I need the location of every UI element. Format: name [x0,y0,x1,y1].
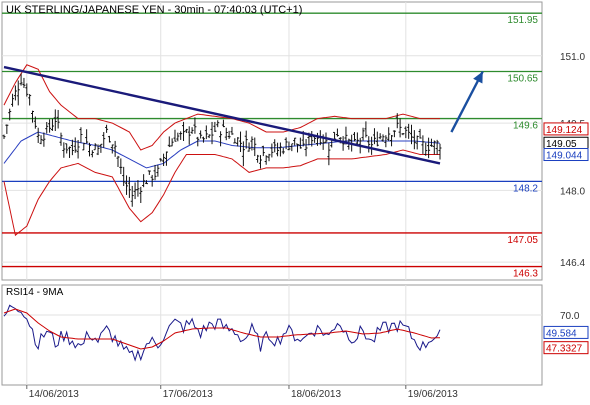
price-tag-box [543,325,589,339]
level-label: 148.2 [513,183,538,194]
price-grid [2,2,542,280]
price-y-tick-label: 146.4 [560,258,585,269]
x-tick-label: 19/06/2013 [408,389,458,400]
rsi-grid [2,285,542,385]
price-tag-label: 149.044 [546,151,583,162]
rsi-y-tick-label: 70.0 [560,311,580,322]
price-y-tick-label: 148.0 [560,186,585,197]
level-label: 150.65 [507,74,538,85]
price-tag-label: 49.584 [546,328,577,339]
price-y-tick-label: 151.0 [560,52,585,63]
forecast-arrow-head [473,71,483,84]
horizontal-levels: 151.95 150.65 149.6 148.2 147.05 146.3 [2,12,542,280]
price-tag-label: 149.124 [546,125,583,136]
level-label: 151.95 [507,15,538,26]
price-panel-frame [1,1,543,281]
x-tick-label: 14/06/2013 [29,389,79,400]
price-chart-title: UK STERLING/JAPANESE YEN - 30min - 07:40… [6,4,302,16]
forecast-arrow-shaft [450,70,484,133]
bb-middle-line [3,131,441,169]
bb-upper-line [3,64,440,151]
x-tick-label: 18/06/2013 [291,389,341,400]
rsi-panel-frame [1,284,543,386]
price-tag-box [543,341,589,355]
bollinger-bands [3,64,441,237]
price-tag-box [543,122,589,136]
price-tag-box [543,148,589,162]
rsi-chart-title: RSI14 - 9MA [6,287,64,298]
level-label: 146.3 [513,269,538,280]
bb-lower-line [3,149,440,237]
trendline-group [3,65,484,165]
trendline [3,65,441,165]
level-label: 147.05 [507,235,538,246]
rsi-ma-line [3,308,441,350]
level-label: 149.6 [513,121,538,132]
candles [2,73,442,207]
rsi-lines [3,304,441,362]
rsi14-line [3,304,441,362]
price-tag-label: 149.05 [546,139,577,150]
price-tag-label: 47.3327 [546,344,583,355]
x-tick-label: 17/06/2013 [163,389,213,400]
